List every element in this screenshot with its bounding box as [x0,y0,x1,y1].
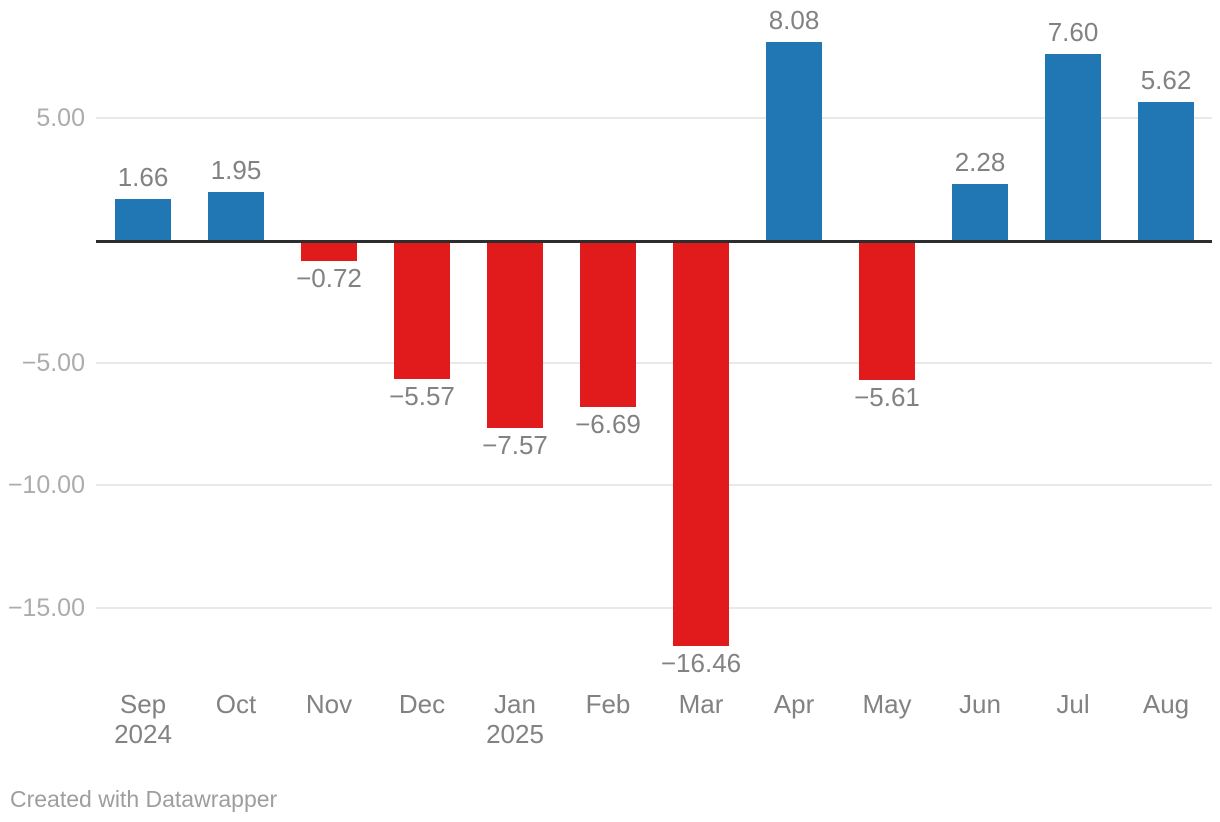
x-axis-month-label: Mar [678,689,724,719]
gridline-5.00 [96,117,1212,119]
x-axis-month-label: Jun [959,689,1001,719]
gridline-−5.00 [96,362,1212,364]
bar-value-label: 5.62 [1140,65,1192,95]
x-axis-month-label: Jul [1056,689,1090,719]
bar-value-label: 7.60 [1047,17,1099,47]
x-axis-month-label: Feb [585,689,631,719]
y-axis-tick-label: −5.00 [21,349,85,377]
y-axis-tick-label: 5.00 [36,104,85,132]
bar-value-label: 2.28 [954,147,1006,177]
bar-oct[interactable] [208,192,264,240]
x-axis-year-label: 2025 [486,719,544,749]
zero-baseline [96,240,1212,243]
x-axis-month-label: Oct [215,689,257,719]
bar-value-label: −7.57 [482,430,548,460]
y-axis-tick-label: −15.00 [7,594,85,622]
x-axis-month-label: Apr [773,689,815,719]
bar-apr[interactable] [766,42,822,240]
x-axis-year-label: 2024 [114,719,172,749]
x-axis-month-label: Dec [398,689,446,719]
x-axis-month-label: Nov [305,689,353,719]
bar-jan-2025[interactable] [487,243,543,428]
x-axis-month-label: Jan [494,689,536,719]
bar-value-label: 8.08 [768,5,820,35]
bar-value-label: −5.57 [389,381,455,411]
x-axis-month-label: Sep [119,689,167,719]
bar-jul[interactable] [1045,54,1101,240]
bar-value-label: 1.95 [210,155,262,185]
y-axis-tick-label: −10.00 [7,471,85,499]
gridline-−10.00 [96,484,1212,486]
bar-value-label: −0.72 [296,263,362,293]
bar-may[interactable] [859,243,915,380]
gridline-−15.00 [96,607,1212,609]
bar-dec[interactable] [394,243,450,379]
bar-value-label: −6.69 [575,409,641,439]
bar-jun[interactable] [952,184,1008,240]
bar-aug[interactable] [1138,102,1194,240]
x-axis-month-label: May [862,689,912,719]
bar-nov[interactable] [301,243,357,261]
bar-sep-2024[interactable] [115,199,171,240]
bar-mar[interactable] [673,243,729,646]
bar-value-label: −16.46 [660,648,742,678]
datawrapper-credit-link[interactable]: Created with Datawrapper [10,786,278,812]
x-axis-month-label: Aug [1142,689,1190,719]
bar-feb[interactable] [580,243,636,407]
bar-value-label: 1.66 [117,162,169,192]
bar-value-label: −5.61 [854,382,920,412]
